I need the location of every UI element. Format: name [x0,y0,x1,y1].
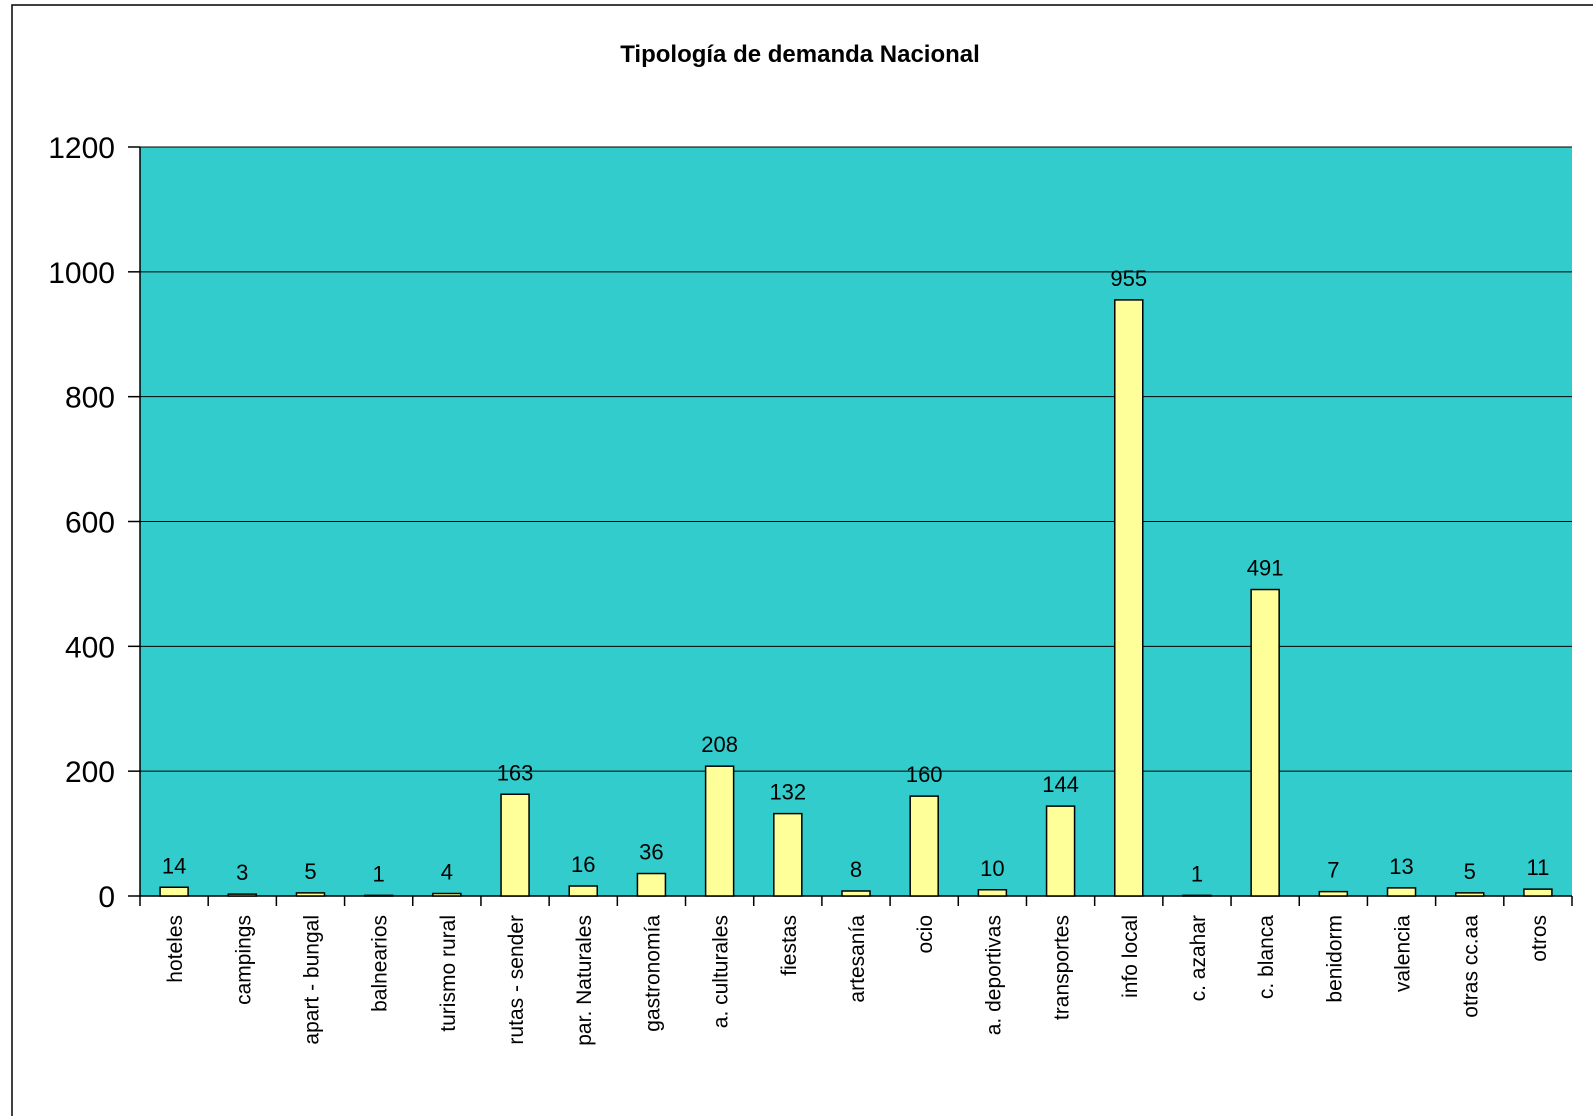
data-label: 13 [1389,854,1413,879]
x-tick-label: hoteles [164,915,187,983]
data-label: 160 [906,762,943,787]
x-tick-label: rutas - sender [505,915,528,1045]
bar [1045,805,1076,897]
data-label: 5 [1464,859,1476,884]
x-tick-label: apart - bungal [300,915,323,1045]
bar [432,892,462,897]
data-label: 163 [497,760,534,785]
x-tick-label: fiestas [778,915,801,976]
x-tick-label: par. Naturales [573,915,596,1046]
x-tick-label: campings [232,915,255,1005]
y-tick-label: 600 [65,507,115,540]
data-label: 5 [304,859,316,884]
x-tick-label: otras cc.aa [1460,915,1483,1018]
data-label: 36 [639,840,663,865]
bar [568,885,598,897]
bar [773,812,803,897]
bar [500,793,530,897]
bar [1454,892,1485,897]
x-tick-label: valencia [1392,915,1415,992]
x-tick-label: benidorm [1323,915,1346,1003]
bar [159,886,189,897]
x-tick-label: turismo rural [437,915,460,1032]
bar [363,894,394,897]
y-tick-label: 1000 [48,257,115,290]
y-tick-label: 200 [65,756,115,789]
y-tick-label: 0 [98,881,115,914]
data-label: 132 [769,780,806,805]
bar [977,889,1008,897]
data-label: 8 [850,857,862,882]
bar [1182,894,1212,897]
y-tick-label: 400 [65,631,115,664]
x-tick-label: info local [1119,915,1142,998]
bar [909,795,939,897]
data-label: 955 [1110,266,1147,291]
data-label: 16 [571,852,595,877]
chart-title: Tipología de demanda Nacional [620,41,980,68]
x-tick-label: transportes [1051,915,1074,1020]
y-tick-label: 1200 [48,132,115,165]
bar [1523,888,1553,897]
x-tick-label: gastronomía [641,915,664,1032]
x-tick-label: ocio [914,915,937,954]
data-label: 10 [980,856,1004,881]
x-tick-label: a. culturales [710,915,733,1028]
bar [1250,588,1280,897]
bar [295,892,326,897]
data-label: 3 [236,860,248,885]
x-tick-label: c. blanca [1255,915,1278,999]
data-label: 1 [1191,861,1203,886]
data-label: 1 [373,861,385,886]
bar [636,872,667,897]
y-tick-label: 800 [65,382,115,415]
x-tick-label: artesanía [846,915,869,1003]
bar [704,765,735,897]
bar [227,893,258,897]
data-label: 11 [1526,855,1549,880]
data-label: 144 [1042,772,1079,797]
x-tick-label: balnearios [369,915,392,1012]
bar [1386,887,1417,897]
data-label: 4 [441,860,453,885]
bar [1318,890,1349,897]
bar [841,890,871,897]
data-label: 491 [1247,556,1284,581]
data-label: 208 [701,732,738,757]
x-tick-label: a. deportivas [982,915,1005,1035]
data-label: 7 [1327,858,1339,883]
x-tick-label: otros [1528,915,1551,962]
bar [1114,299,1144,897]
data-label: 14 [162,853,186,878]
x-tick-label: c. azahar [1187,915,1210,1001]
